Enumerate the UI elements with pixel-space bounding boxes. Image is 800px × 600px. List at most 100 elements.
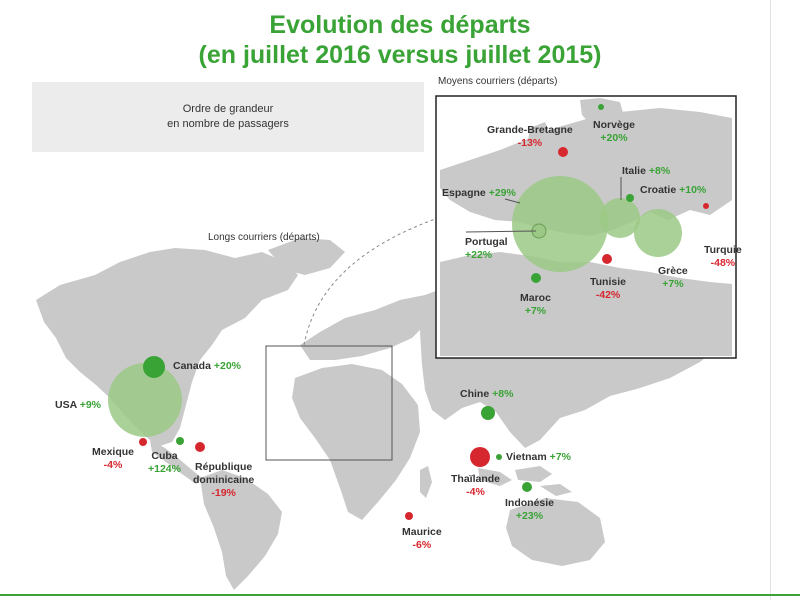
country-name: Italie [622, 165, 646, 177]
change-value: -4% [466, 486, 485, 498]
right-border-line [770, 0, 771, 600]
land-indonesia-1 [478, 468, 512, 486]
country-name: Turquie [704, 244, 742, 256]
change-value: +20% [600, 132, 628, 144]
bubble-tunisie [602, 254, 612, 264]
title-line-1: Evolution des départs [269, 11, 531, 39]
leader-lines [465, 177, 622, 233]
country-name: République [195, 461, 253, 473]
bubble-mexique [139, 438, 147, 446]
legend-line-2: en nombre de passagers [167, 118, 289, 130]
bubble-norvege [598, 104, 604, 110]
country-name: Chine [460, 388, 490, 400]
label-vietnam: Vietnam +7% [506, 451, 571, 464]
change-value: +8% [648, 165, 671, 177]
label-norvege: Norvège +20% [593, 119, 635, 145]
change-value: +20% [213, 360, 242, 372]
land-central-america [150, 440, 202, 484]
label-usa: USA +9% [55, 399, 101, 412]
label-cuba: Cuba +124% [148, 450, 181, 476]
bubble-republique-dominicaine [195, 442, 205, 452]
inset-land-africa [440, 252, 732, 356]
country-name: Portugal [465, 236, 508, 248]
country-name: Canada [173, 360, 211, 372]
bubble-vietnam [496, 454, 502, 460]
country-name: Norvège [593, 119, 636, 131]
label-grece: Grèce +7% [658, 265, 688, 291]
legend-line-1: Ordre de grandeur [182, 103, 274, 115]
legend-text: Ordre de grandeur en nombre de passagers [32, 102, 424, 132]
bubble-cuba [176, 437, 184, 445]
country-name: Tunisie [590, 276, 626, 288]
bubble-chine [481, 406, 495, 420]
label-italie: Italie +8% [622, 165, 670, 178]
medium-haul-label: Moyens courriers (départs) [438, 76, 558, 87]
label-espagne: Espagne +29% [442, 187, 516, 200]
change-value: +29% [488, 187, 516, 199]
bubble-italie [600, 198, 640, 238]
country-name: Grande-Bretagne [487, 124, 573, 136]
title-line-2: (en juillet 2016 versus juillet 2015) [198, 41, 602, 69]
change-value: -13% [517, 137, 543, 149]
country-name: Thaïlande [451, 473, 501, 485]
change-value: +8% [492, 388, 514, 400]
change-value: +124% [148, 463, 181, 475]
bubble-grande-bretagne [558, 147, 568, 157]
land-south-america [200, 470, 282, 590]
label-indonesie: Indonésie +23% [505, 497, 554, 523]
land-greenland [268, 238, 345, 275]
country-name-line-2: dominicaine [193, 474, 255, 486]
label-grande-bretagne: Grande-Bretagne -13% [487, 124, 573, 150]
label-republique-dominicaine: République dominicaine -19% [193, 461, 254, 500]
change-value: +22% [465, 249, 493, 261]
legend-box [32, 82, 424, 152]
country-name: Vietnam [506, 451, 547, 463]
label-portugal: Portugal +22% [465, 236, 508, 262]
bubble-maurice [405, 512, 413, 520]
bottom-rule [0, 594, 800, 596]
long-haul-label: Longs courriers (départs) [208, 232, 320, 243]
label-thailande: Thaïlande -4% [451, 473, 500, 499]
country-name: Espagne [442, 187, 486, 199]
change-value: +9% [79, 399, 102, 411]
europe-highlight-box [265, 345, 393, 461]
label-croatie: Croatie +10% [640, 184, 706, 197]
change-value: -48% [710, 257, 736, 269]
country-name: Cuba [151, 450, 178, 462]
bubble-canada [143, 356, 165, 378]
medium-haul-bubbles [512, 104, 709, 283]
country-name: Indonésie [505, 497, 555, 509]
country-name: USA [55, 399, 77, 411]
bubble-indonesie [522, 482, 532, 492]
change-value: -4% [103, 459, 123, 471]
change-value: +23% [515, 510, 544, 522]
label-canada: Canada +20% [173, 360, 241, 373]
land-indonesia-3 [540, 484, 572, 496]
bubble-turquie [703, 203, 709, 209]
change-value: +10% [679, 184, 707, 196]
change-value: -6% [412, 539, 432, 551]
change-value: -42% [595, 289, 621, 301]
long-haul-bubbles [108, 356, 532, 520]
bubble-thailande [470, 447, 490, 467]
land-africa [292, 364, 420, 520]
change-value: +7% [662, 278, 684, 290]
bubble-croatie [626, 194, 634, 202]
land-north-america [36, 248, 298, 446]
label-maurice: Maurice -6% [402, 526, 442, 552]
label-maroc: Maroc +7% [520, 292, 551, 318]
inset-land-scandinavia [580, 98, 625, 128]
land-madagascar [420, 466, 432, 498]
label-chine: Chine +8% [460, 388, 513, 401]
country-name: Croatie [640, 184, 677, 196]
bubble-grece [634, 209, 682, 257]
label-mexique: Mexique -4% [92, 446, 134, 472]
inset-land [440, 98, 732, 356]
country-name: Maurice [402, 526, 442, 538]
label-turquie: Turquie -48% [704, 244, 742, 270]
country-name: Grèce [658, 265, 688, 277]
bubble-maroc [531, 273, 541, 283]
label-tunisie: Tunisie -42% [590, 276, 626, 302]
bubble-usa [108, 363, 182, 437]
